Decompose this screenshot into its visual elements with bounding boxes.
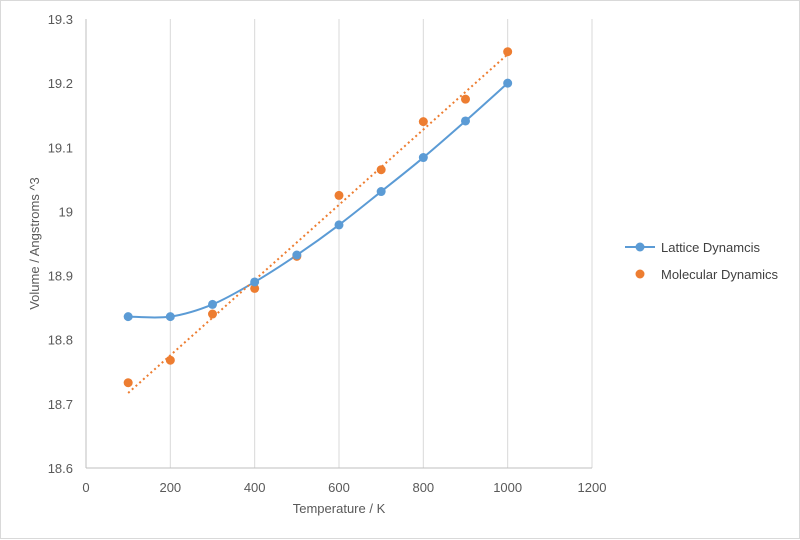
trendline-molecular-dynamics [127,53,509,394]
series-layer [123,47,513,394]
x-tick-label: 0 [82,480,89,495]
tick-labels: 0 200 400 600 800 1000 1200 18.6 18.7 18.8 18.9 19 1… [48,12,607,495]
data-point-molecular-dynamics [250,283,260,293]
y-tick-label: 18.9 [48,269,73,284]
data-point-lattice-dynamics [292,250,302,260]
x-tick-label: 400 [244,480,266,495]
data-point-lattice-dynamics [123,312,133,322]
data-point-molecular-dynamics [334,190,344,200]
x-tick-label: 1000 [493,480,522,495]
data-point-lattice-dynamics [165,312,175,322]
data-point-molecular-dynamics [208,309,217,319]
data-point-lattice-dynamics [334,220,344,230]
y-tick-label: 19.3 [48,12,73,27]
x-tick-label: 200 [159,480,181,495]
axis-layer [85,19,592,469]
x-tick-label: 1200 [578,480,607,495]
data-point-molecular-dynamics [418,117,428,127]
data-point-lattice-dynamics [250,277,260,287]
data-point-molecular-dynamics [123,378,133,388]
x-axis-title: Temperature / K [293,501,386,516]
data-point-molecular-dynamics [376,165,386,175]
y-tick-label: 18.6 [48,461,73,476]
y-tick-label: 18.8 [48,333,73,348]
data-point-lattice-dynamics [208,299,217,309]
y-tick-label: 19 [59,204,73,219]
y-tick-label: 18.7 [48,397,73,412]
y-tick-label: 19.1 [48,140,73,155]
data-point-lattice-dynamics [418,153,428,163]
legend-item-molecular-dynamics: Molecular Dynamics [635,267,779,282]
legend-marker-lattice-dynamics [635,242,645,252]
grid-layer [169,19,593,468]
legend-item-lattice-dynamics: Lattice Dynamcis [625,240,760,255]
y-tick-label: 19.2 [48,76,73,91]
series-line-lattice-dynamics [128,82,509,319]
data-point-molecular-dynamics [461,94,470,104]
data-point-molecular-dynamics [503,47,513,57]
y-axis-title: Volume / Angstroms ^3 [27,177,42,310]
data-point-lattice-dynamics [376,187,386,197]
data-point-molecular-dynamics [165,355,175,365]
data-point-lattice-dynamics [503,78,513,88]
legend-label-molecular-dynamics: Molecular Dynamics [661,267,779,282]
legend-marker-molecular-dynamics [635,269,645,279]
legend-label-lattice-dynamics: Lattice Dynamcis [661,240,760,255]
legend: Lattice Dynamcis Molecular Dynamics [625,240,779,282]
data-point-lattice-dynamics [461,116,470,126]
x-tick-label: 600 [328,480,350,495]
x-tick-label: 800 [412,480,434,495]
